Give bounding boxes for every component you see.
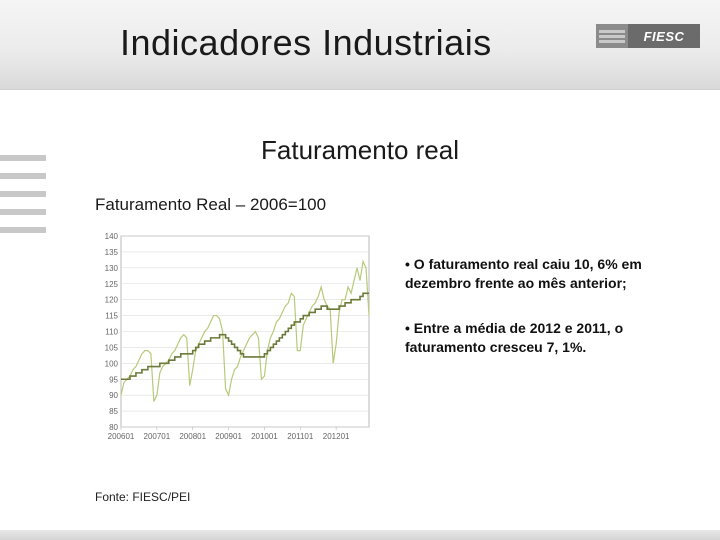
chart-caption: Faturamento Real – 2006=100 [95,195,326,215]
svg-text:90: 90 [109,391,118,400]
fiesc-logo: FIESC [596,24,700,48]
svg-text:110: 110 [105,328,118,337]
chart-svg: 80 85 90 95 100 105 110 115 120 125 130 135 140 20060… [95,230,375,445]
svg-text:130: 130 [105,264,119,273]
svg-text:200901: 200901 [215,432,242,441]
svg-text:120: 120 [105,296,119,305]
svg-text:200801: 200801 [179,432,206,441]
decorative-side-bars [0,155,46,233]
svg-text:200701: 200701 [144,432,171,441]
footer-gradient-band [0,530,720,540]
svg-text:201001: 201001 [251,432,278,441]
svg-text:85: 85 [109,407,118,416]
svg-text:100: 100 [105,359,119,368]
bullet-item: • O faturamento real caiu 10, 6% em deze… [405,255,690,293]
svg-text:140: 140 [105,232,119,241]
line-chart: 80 85 90 95 100 105 110 115 120 125 130 135 140 20060… [95,230,375,445]
source-text: Fonte: FIESC/PEI [95,490,190,504]
bullet-list: • O faturamento real caiu 10, 6% em deze… [405,255,690,383]
logo-text: FIESC [628,24,700,48]
page-title: Indicadores Industriais [120,22,492,64]
svg-text:200601: 200601 [108,432,135,441]
svg-text:201201: 201201 [323,432,350,441]
svg-text:135: 135 [105,248,119,257]
section-title: Faturamento real [0,135,720,166]
svg-text:105: 105 [105,343,119,352]
svg-text:80: 80 [109,423,118,432]
bullet-item: • Entre a média de 2012 e 2011, o fatura… [405,319,690,357]
svg-text:125: 125 [105,280,119,289]
svg-text:95: 95 [109,375,118,384]
logo-mark-icon [596,24,628,48]
svg-text:115: 115 [105,312,118,321]
svg-text:201101: 201101 [287,432,314,441]
